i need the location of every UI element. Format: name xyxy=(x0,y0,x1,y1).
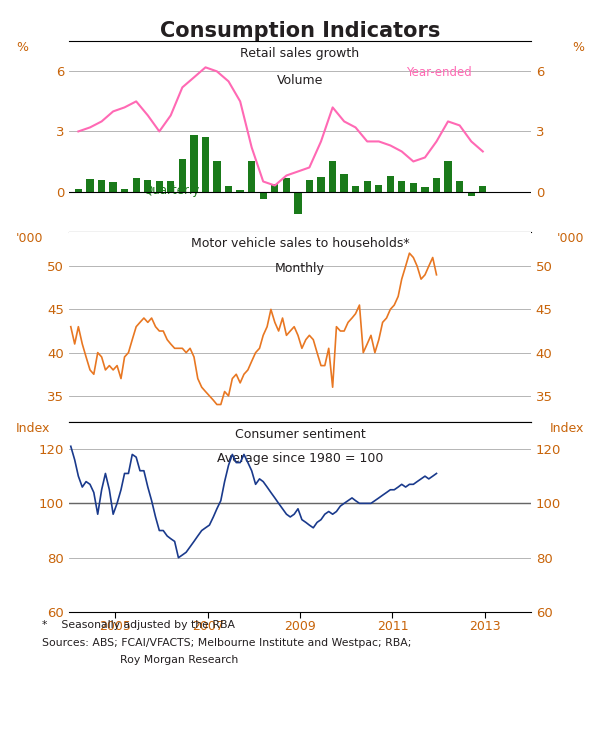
Bar xyxy=(121,189,128,192)
Bar xyxy=(225,186,232,192)
Bar xyxy=(352,186,359,192)
Bar xyxy=(98,180,106,192)
Text: Monthly: Monthly xyxy=(275,262,325,275)
Bar xyxy=(398,182,406,192)
Bar xyxy=(375,185,382,192)
Text: '000: '000 xyxy=(16,231,43,245)
Bar xyxy=(202,137,209,192)
Bar xyxy=(155,182,163,192)
Text: *    Seasonally adjusted by the RBA: * Seasonally adjusted by the RBA xyxy=(42,620,235,629)
Bar xyxy=(445,161,452,192)
Bar xyxy=(479,186,487,192)
Bar xyxy=(295,192,302,213)
Text: Year-ended: Year-ended xyxy=(406,65,472,79)
Text: %: % xyxy=(572,41,584,54)
Text: Volume: Volume xyxy=(277,74,323,86)
Bar xyxy=(467,192,475,195)
Text: Retail sales growth: Retail sales growth xyxy=(241,47,359,60)
Bar xyxy=(213,161,221,192)
Bar xyxy=(109,182,117,192)
Bar xyxy=(283,179,290,192)
Bar xyxy=(329,161,337,192)
Text: Consumption Indicators: Consumption Indicators xyxy=(160,21,440,41)
Bar xyxy=(271,185,278,192)
Bar xyxy=(86,179,94,192)
Bar xyxy=(74,189,82,192)
Bar xyxy=(456,182,463,192)
Bar xyxy=(410,183,417,192)
Text: Index: Index xyxy=(550,422,584,435)
Bar xyxy=(133,179,140,192)
Bar xyxy=(144,180,151,192)
Bar xyxy=(179,159,186,192)
Text: '000: '000 xyxy=(557,231,584,245)
Bar xyxy=(364,182,371,192)
Text: Quarterly: Quarterly xyxy=(143,183,199,197)
Bar xyxy=(236,189,244,192)
Bar xyxy=(340,174,348,192)
Bar xyxy=(305,180,313,192)
Bar xyxy=(167,182,175,192)
Bar xyxy=(386,176,394,192)
Bar xyxy=(260,192,267,198)
Text: %: % xyxy=(16,41,28,54)
Text: Sources: ABS; FCAI/VFACTS; Melbourne Institute and Westpac; RBA;: Sources: ABS; FCAI/VFACTS; Melbourne Ins… xyxy=(42,638,412,648)
Bar xyxy=(317,177,325,192)
Text: Average since 1980 = 100: Average since 1980 = 100 xyxy=(217,452,383,466)
Bar xyxy=(433,179,440,192)
Bar xyxy=(190,135,197,192)
Bar xyxy=(248,161,256,192)
Text: Motor vehicle sales to households*: Motor vehicle sales to households* xyxy=(191,237,409,250)
Text: Roy Morgan Research: Roy Morgan Research xyxy=(120,655,238,665)
Text: Consumer sentiment: Consumer sentiment xyxy=(235,427,365,441)
Bar xyxy=(421,188,428,192)
Text: Index: Index xyxy=(16,422,50,435)
